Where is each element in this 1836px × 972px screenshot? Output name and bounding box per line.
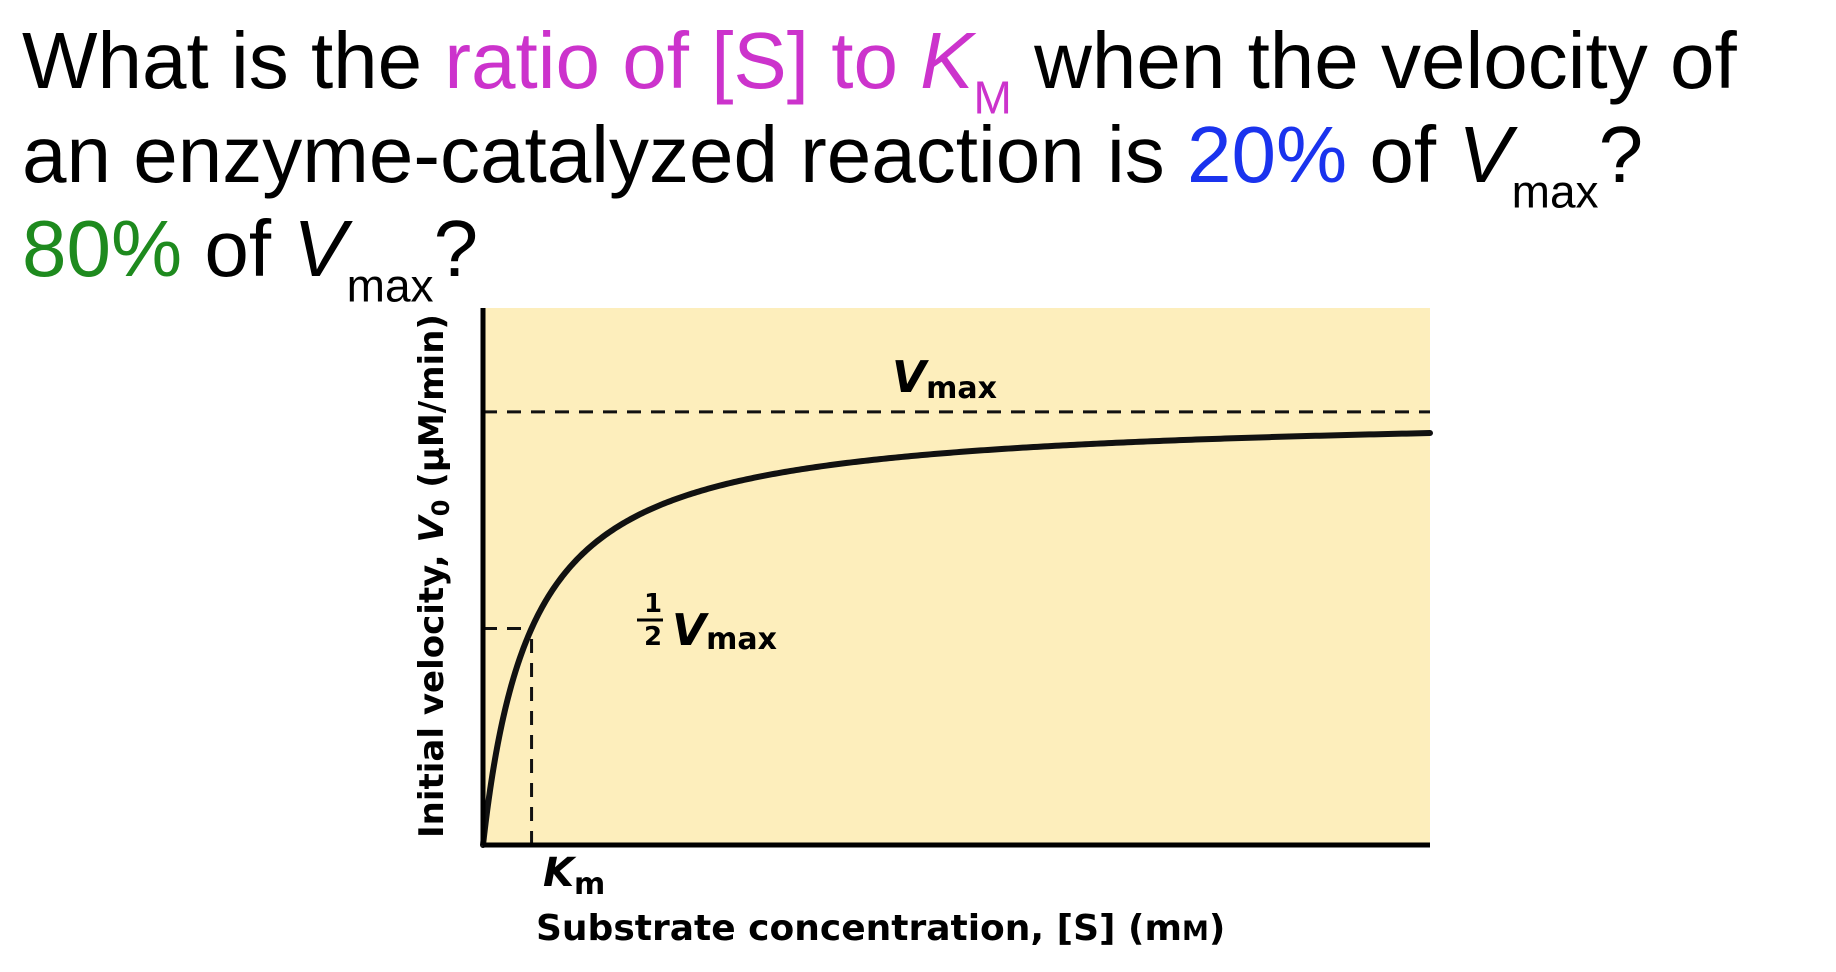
question-part-2: when the velocity of an enzyme-catalyzed…: [22, 16, 1737, 199]
x-axis-label-suffix: ): [1209, 908, 1225, 949]
km-variable: K: [920, 16, 974, 105]
question-part-3: of: [1347, 110, 1459, 199]
vmax-variable-1: V: [1458, 110, 1512, 199]
km-tick-label: Km: [543, 850, 605, 902]
vmax-subscript-2: max: [346, 259, 434, 312]
vmax-label: Vmax: [892, 352, 997, 406]
y-axis-label-suffix: (µM/min): [412, 314, 452, 499]
km-tick-variable: K: [543, 850, 577, 896]
vmax-variable-2: V: [293, 204, 347, 293]
question-part-4: ?: [1598, 110, 1644, 199]
half-fraction-denominator: 2: [644, 622, 662, 652]
vmax-label-subscript: max: [926, 371, 997, 406]
vmax-subscript-1: max: [1511, 165, 1599, 218]
x-axis-label-unit: M: [1182, 916, 1209, 947]
question-part-6: ?: [433, 204, 479, 293]
y-axis-label-subscript: 0: [427, 500, 455, 517]
velocity-curve: [480, 430, 1433, 848]
km-tick-subscript: m: [574, 867, 605, 902]
y-axis-label-prefix: Initial velocity,: [412, 543, 452, 838]
percent-20: 20%: [1187, 110, 1348, 199]
question-part-5: of: [182, 204, 294, 293]
half-vmax-label: Vmax: [672, 605, 777, 657]
half-vmax-variable: V: [672, 605, 709, 656]
highlight-ratio-text: ratio of [S] to: [444, 16, 921, 105]
question-part-1: What is the: [22, 16, 445, 105]
percent-80: 80%: [22, 204, 183, 293]
y-axis-label: Initial velocity, V0 (µM/min): [412, 314, 455, 838]
half-fraction-numerator: 1: [644, 589, 662, 619]
plot-background: [483, 308, 1430, 845]
question-text: What is the ratio of [S] to KM when the …: [22, 14, 1822, 308]
x-axis-label-prefix: Substrate concentration, [S] (m: [536, 908, 1182, 949]
half-vmax-subscript: max: [706, 622, 777, 657]
x-axis-label: Substrate concentration, [S] (mM): [536, 908, 1225, 949]
vmax-label-variable: V: [892, 352, 929, 403]
y-axis-label-variable: V: [412, 514, 452, 543]
